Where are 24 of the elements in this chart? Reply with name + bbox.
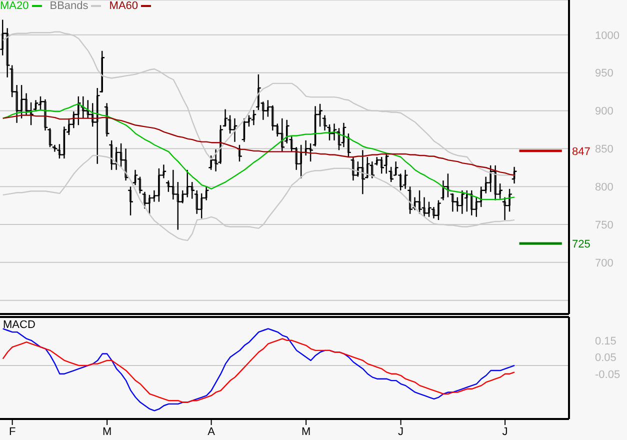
x-tick-label: M <box>102 426 112 438</box>
y-tick-label: 850 <box>595 144 614 156</box>
legend-label: MA60 <box>109 0 138 12</box>
ref-line-label: 725 <box>572 238 590 250</box>
line-series <box>2 338 516 403</box>
y-tick-label: 900 <box>595 106 614 118</box>
legend-label: MA20 <box>0 0 29 12</box>
chart-title: MACD <box>3 319 36 331</box>
ref-line-label: 847 <box>572 146 590 158</box>
y-tick-label: 700 <box>595 257 614 270</box>
legend-label: BBands <box>50 0 88 12</box>
y-tick-label: 800 <box>595 181 614 194</box>
x-tick-label: J <box>502 426 508 438</box>
x-tick-label: J <box>398 426 404 438</box>
y-tick-label: -0.05 <box>595 368 620 381</box>
y-tick-label: 950 <box>595 68 614 80</box>
y-tick-label: 0.15 <box>595 335 616 348</box>
x-tick-label: F <box>8 426 16 438</box>
y-tick-label: 1000 <box>595 30 620 42</box>
y-tick-label: 750 <box>595 219 614 232</box>
x-tick-label: A <box>208 426 216 438</box>
y-tick-label: 0.05 <box>595 352 616 364</box>
x-tick-label: M <box>301 426 311 438</box>
line-series <box>2 328 516 412</box>
